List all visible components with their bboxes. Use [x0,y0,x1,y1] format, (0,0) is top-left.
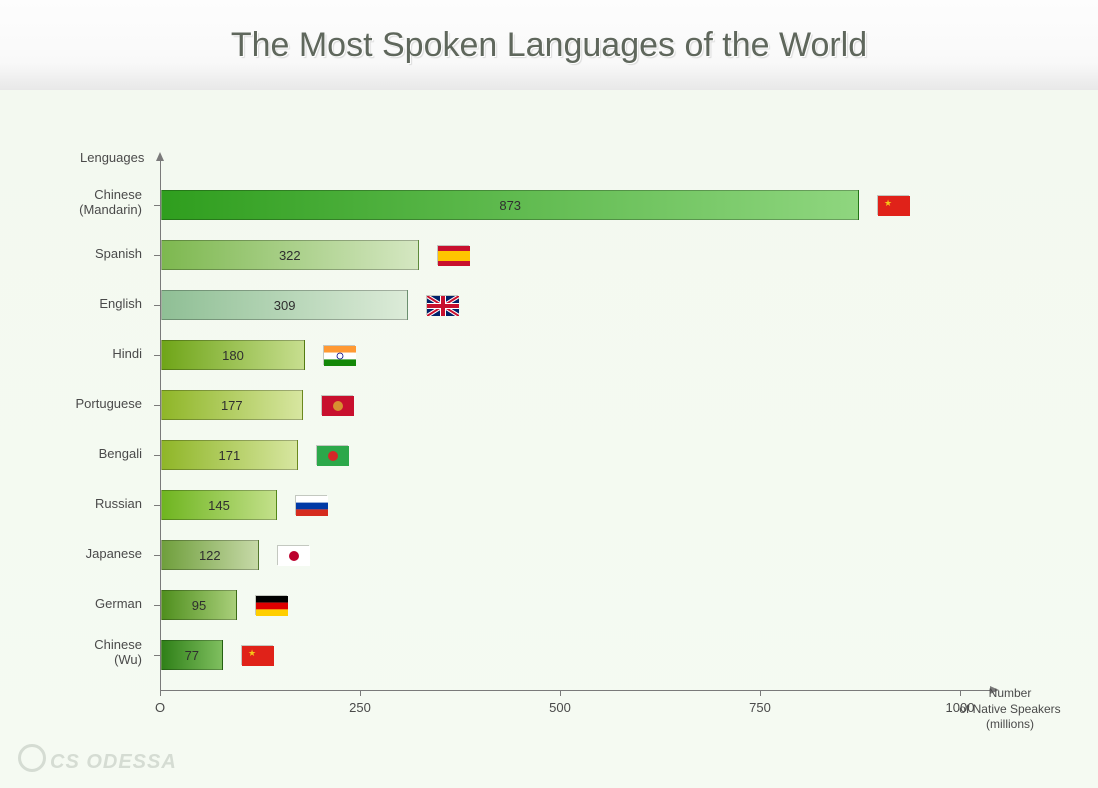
flag-icon [323,345,355,365]
chart-area: CS ODESSA LenguagesO2505007501000Numbero… [0,90,1098,788]
flag-icon [277,545,309,565]
bar: 309 [161,290,408,320]
y-tick [154,605,160,606]
x-axis [160,690,990,691]
flag-icon [255,595,287,615]
bar: 322 [161,240,419,270]
flag-icon: ★ [877,195,909,215]
y-axis-label: Russian [0,497,142,512]
svg-text:★: ★ [248,648,256,658]
y-axis-label: Chinese(Wu) [0,638,142,668]
chart-title: The Most Spoken Languages of the World [231,26,867,65]
y-tick [154,355,160,356]
y-axis-label: English [0,297,142,312]
bar: 122 [161,540,259,570]
bar: 77 [161,640,223,670]
y-axis-label: Japanese [0,547,142,562]
y-tick [154,555,160,556]
y-axis-label: Portuguese [0,397,142,412]
y-axis-label: German [0,597,142,612]
y-tick [154,655,160,656]
x-tick-label: O [155,700,165,715]
y-axis-arrow [156,152,164,161]
flag-icon [295,495,327,515]
x-tick-label: 500 [549,700,571,715]
flag-icon [426,295,458,315]
y-axis-title: Lenguages [80,150,144,165]
x-tick-label: 750 [749,700,771,715]
flag-icon [321,395,353,415]
y-tick [154,455,160,456]
y-tick [154,205,160,206]
bar: 177 [161,390,303,420]
watermark: CS ODESSA [18,744,177,774]
y-axis-label: Spanish [0,247,142,262]
header: The Most Spoken Languages of the World [0,0,1098,91]
bar: 180 [161,340,305,370]
flag-icon [437,245,469,265]
y-tick [154,505,160,506]
x-tick [360,690,361,696]
flag-icon [316,445,348,465]
x-axis-title: Numberof Native Speakers(millions) [950,686,1070,733]
x-tick [160,690,161,696]
x-tick [760,690,761,696]
bar: 873 [161,190,859,220]
x-tick [560,690,561,696]
y-tick [154,405,160,406]
y-tick [154,255,160,256]
bar: 95 [161,590,237,620]
y-axis-label: Bengali [0,447,142,462]
flag-icon: ★ [241,645,273,665]
bar: 171 [161,440,298,470]
x-tick-label: 250 [349,700,371,715]
y-axis-label: Hindi [0,347,142,362]
bar: 145 [161,490,277,520]
svg-text:★: ★ [884,198,892,208]
y-axis-label: Chinese(Mandarin) [0,188,142,218]
y-tick [154,305,160,306]
